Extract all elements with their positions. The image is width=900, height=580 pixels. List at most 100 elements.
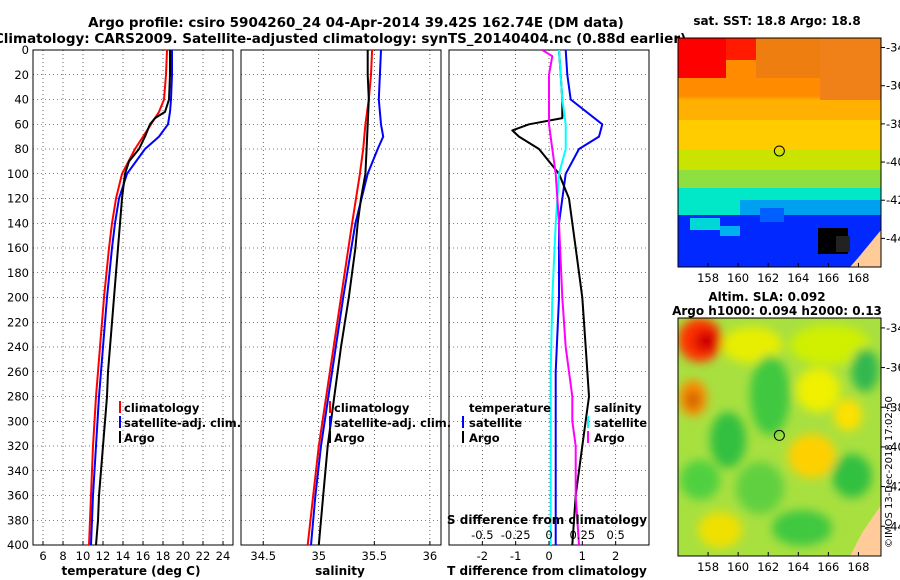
salinity-lines [306, 50, 385, 545]
legend-sat-label: satellite-adj. clim. [124, 416, 241, 430]
x-tick-label: -1 [510, 549, 521, 563]
difference-ticks: -2 -1 0 1 2 -0.5 -0.25 0 0.25 0.5 [471, 528, 625, 563]
x-tick-label: 18 [156, 549, 171, 563]
sla-argo-marker [773, 429, 785, 441]
map-x-tick-label: 166 [817, 271, 839, 285]
map-x-tick-label: 158 [697, 560, 719, 574]
x-tick-label: 34.5 [250, 549, 276, 563]
x-tick-label: 0 [545, 549, 552, 563]
map-x-tick-label: 162 [757, 560, 779, 574]
legend-t-argo-label: Argo [469, 431, 500, 445]
map-y-tick-label: -44 [886, 519, 900, 533]
series-line-argo [317, 50, 370, 545]
x-tick-label: 22 [196, 549, 211, 563]
salinity-ticks: 34.5 35 35.5 36 [250, 541, 437, 563]
y-tick-label: 200 [7, 291, 29, 305]
x-tick-label: 14 [116, 549, 131, 563]
x-tick-label: 12 [96, 549, 111, 563]
s-tick-label: 0 [545, 528, 552, 542]
map-x-tick-label: 168 [847, 560, 869, 574]
s-tick-label: -0.25 [501, 528, 531, 542]
temperature-grid [33, 50, 233, 545]
sla-map-title-1: Altim. SLA: 0.092 [708, 290, 825, 304]
series-line-t-satellite [554, 50, 604, 545]
temperature-ticks: 6 8 10 12 14 16 18 20 22 24 [39, 541, 230, 563]
series-line-satellite-adj-clim- [90, 50, 173, 545]
series-line-satellite-adj-clim- [310, 50, 385, 545]
temperature-lines [88, 50, 173, 545]
y-tick-label: 360 [7, 489, 29, 503]
legend-salinity-title: salinity [594, 401, 642, 415]
y-tick-label: 20 [14, 68, 29, 82]
y-tick-label: 80 [14, 142, 29, 156]
map-y-tick-label: -34 [886, 321, 900, 335]
legend-clim-label: climatology [334, 401, 410, 415]
y-tick-label: 280 [7, 390, 29, 404]
y-tick-label: 0 [22, 43, 29, 57]
legend-t-sat-label: satellite [469, 416, 522, 430]
title-line-1: Argo profile: csiro 5904260_24 04-Apr-20… [88, 15, 624, 31]
map-y-tick-label: -38 [886, 400, 900, 414]
x-tick-label: 10 [76, 549, 91, 563]
legend-s-argo-label: Argo [594, 431, 625, 445]
y-tick-label: 220 [7, 315, 29, 329]
y-tick-label: 120 [7, 192, 29, 206]
x-tick-label: 1 [579, 549, 586, 563]
s-tick-label: 0.5 [607, 528, 625, 542]
sst-argo-marker [773, 145, 785, 157]
map-y-tick-label: -38 [886, 117, 900, 131]
s-tick-label: 0.25 [570, 528, 596, 542]
map-x-tick-label: 158 [697, 271, 719, 285]
temperature-legend: climatology satellite-adj. clim. Argo [119, 401, 241, 445]
y-tick-label: 340 [7, 464, 29, 478]
x-tick-label: 16 [136, 549, 151, 563]
series-line-argo [95, 50, 171, 545]
salinity-legend: climatology satellite-adj. clim. Argo [329, 401, 451, 445]
s-tick-label: -0.5 [471, 528, 493, 542]
map-y-tick-label: -44 [886, 231, 900, 245]
map-y-tick-label: -34 [886, 41, 900, 55]
map-y-tick-label: -36 [886, 79, 900, 93]
series-line-climatology [88, 50, 168, 545]
difference-legend: temperature satellite Argo salinity sate… [462, 401, 647, 445]
credit-text: ©IMOS 13-Dec-2018 17:02:50 [884, 396, 895, 548]
series-line-s-argo [541, 50, 580, 545]
x-tick-label: 8 [59, 549, 66, 563]
legend-s-sat-label: satellite [594, 416, 647, 430]
y-tick-label: 180 [7, 266, 29, 280]
map-y-tick-label: -42 [886, 193, 900, 207]
x-tick-label: 6 [39, 549, 46, 563]
y-tick-label: 100 [7, 167, 29, 181]
map-x-tick-label: 160 [727, 560, 749, 574]
x-tick-label: 20 [176, 549, 191, 563]
sla-map-frame [677, 317, 882, 557]
legend-sat-label: satellite-adj. clim. [334, 416, 451, 430]
legend-argo-label: Argo [334, 431, 365, 445]
sla-map-ticks: 158 160 162 164 166 168 -34 -36 -38 -40 -42 -44 [697, 321, 900, 574]
temperature-xlabel: temperature (deg C) [62, 564, 201, 578]
y-tick-label: 300 [7, 414, 29, 428]
x-tick-label: 35.5 [362, 549, 388, 563]
y-tick-label: 140 [7, 216, 29, 230]
salinity-xlabel: salinity [315, 564, 365, 578]
y-tick-label: 260 [7, 365, 29, 379]
difference-xlabel: T difference from climatology [447, 564, 647, 578]
x-tick-label: 2 [612, 549, 619, 563]
y-tick-label: 320 [7, 439, 29, 453]
map-x-tick-label: 162 [757, 271, 779, 285]
map-x-tick-label: 164 [787, 560, 809, 574]
sst-map-image [678, 38, 881, 267]
legend-temperature-title: temperature [469, 401, 551, 415]
y-tick-label: 400 [7, 538, 29, 552]
legend-argo-label: Argo [124, 431, 155, 445]
map-x-tick-label: 168 [847, 271, 869, 285]
s-difference-label: S difference from climatology [447, 513, 647, 527]
sst-map-ticks: 158 160 162 164 166 168 -34 -36 -38 -40 -42 -44 [697, 41, 900, 285]
map-y-tick-label: -40 [886, 155, 900, 169]
x-tick-label: -2 [477, 549, 488, 563]
y-tick-label: 40 [14, 93, 29, 107]
sla-map-image [678, 318, 881, 556]
y-tick-label: 380 [7, 513, 29, 527]
sst-map-frame [677, 37, 882, 268]
